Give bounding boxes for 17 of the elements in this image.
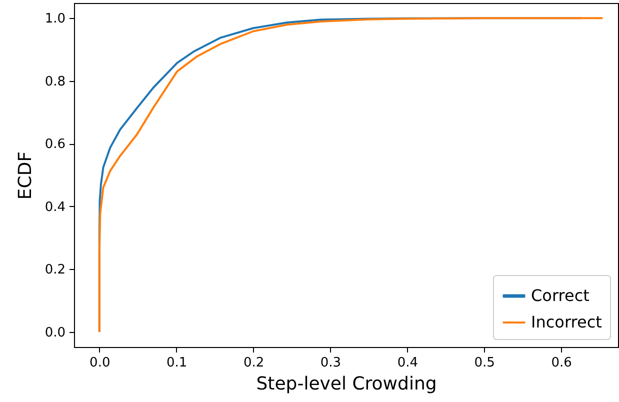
y-tick-label: 0.2 bbox=[44, 262, 66, 278]
x-tick-label: 0.1 bbox=[166, 356, 188, 370]
x-tick-label: 0.3 bbox=[320, 356, 342, 370]
x-tick-label: 0.5 bbox=[474, 356, 495, 370]
y-tick-label: 1.0 bbox=[44, 12, 66, 27]
x-tick-label: 0.2 bbox=[243, 356, 264, 370]
x-tick-label: 0.6 bbox=[551, 356, 572, 370]
y-tick-label: 0.4 bbox=[44, 200, 66, 215]
y-tick-label: 0.0 bbox=[44, 325, 66, 340]
legend-label: Incorrect bbox=[531, 312, 602, 332]
legend-label: Correct bbox=[531, 286, 590, 305]
y-axis-title: ECDF bbox=[14, 151, 36, 200]
x-tick-label: 0.4 bbox=[397, 356, 418, 370]
y-tick-label: 0.6 bbox=[44, 137, 66, 152]
x-tick-label: 0.0 bbox=[90, 356, 110, 370]
x-axis-title: Step-level Crowding bbox=[256, 374, 437, 394]
y-tick-label: 0.8 bbox=[44, 74, 66, 90]
